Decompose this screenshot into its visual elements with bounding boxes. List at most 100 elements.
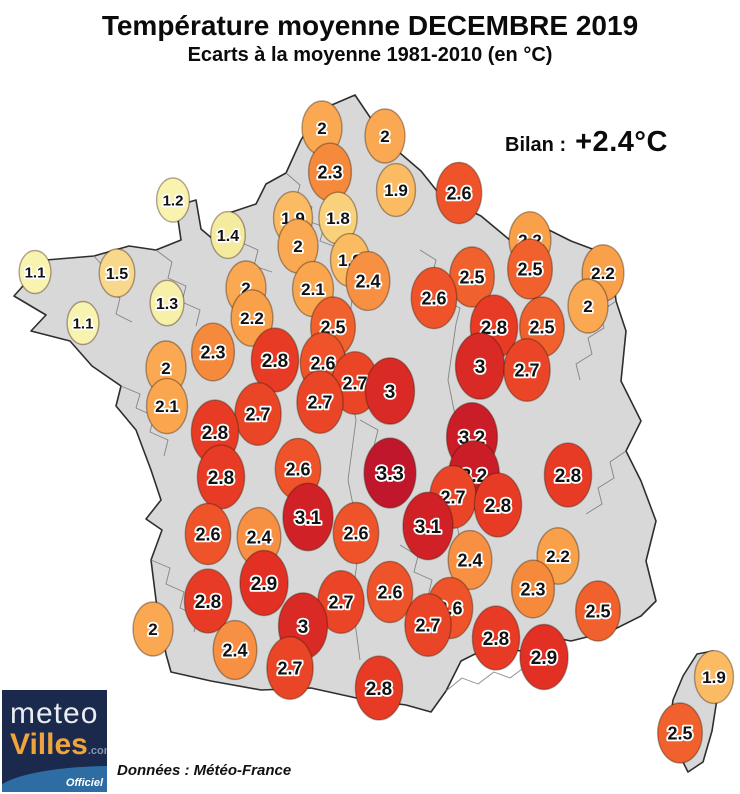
bubble-ellipse xyxy=(332,501,380,565)
bubble-value: 1.9 xyxy=(702,668,726,687)
department-border xyxy=(585,450,627,515)
temperature-bubble: 3.3 xyxy=(363,437,417,509)
bubble-ellipse xyxy=(567,278,609,334)
temperature-bubble: 3 xyxy=(454,332,506,400)
bubble-ellipse xyxy=(145,377,189,435)
temperature-bubble: 1.5 xyxy=(98,248,136,298)
temperature-bubble: 1.1 xyxy=(18,249,52,295)
bilan-value: +2.4°C xyxy=(575,126,668,158)
bubble-value: 2 xyxy=(317,119,326,138)
bubble-value: 2.7 xyxy=(307,392,332,412)
temperature-bubble: 2 xyxy=(301,100,343,156)
bubble-value: 2.6 xyxy=(377,582,402,602)
bubble-ellipse xyxy=(209,210,246,260)
bubble-value: 2.9 xyxy=(251,574,277,595)
bubble-ellipse xyxy=(503,338,551,403)
temperature-bubble: 2 xyxy=(567,278,609,334)
bubble-value: 2 xyxy=(583,297,592,316)
bubble-ellipse xyxy=(190,322,236,382)
bubble-value: 2.3 xyxy=(520,579,545,599)
bubble-value: 2.1 xyxy=(301,280,325,299)
bubble-ellipse xyxy=(543,442,593,508)
temperature-bubble: 2.4 xyxy=(447,529,493,591)
bubble-ellipse xyxy=(230,289,274,347)
temperature-bubble: 2.8 xyxy=(354,655,404,721)
bubble-value: 2.8 xyxy=(555,466,581,487)
bubble-value: 1.1 xyxy=(73,315,94,332)
bubble-value: 3.1 xyxy=(295,508,322,529)
temperature-bubble: 2.6 xyxy=(435,161,483,225)
temperature-bubble: 2.4 xyxy=(345,250,391,312)
temperature-bubble: 2.9 xyxy=(239,549,289,617)
temperature-bubble: 3.1 xyxy=(282,482,334,552)
temperature-bubble: 2 xyxy=(132,601,174,657)
bubble-value: 2.4 xyxy=(222,640,247,660)
bubble-ellipse xyxy=(364,357,416,425)
national-summary: Bilan : +2.4°C xyxy=(505,126,668,159)
bubble-value: 2.6 xyxy=(310,353,335,373)
bubble-value: 3 xyxy=(385,382,396,403)
bubble-value: 2.6 xyxy=(285,459,310,479)
bubble-value: 3 xyxy=(298,617,309,638)
bubble-ellipse xyxy=(183,568,233,634)
bubble-ellipse xyxy=(575,580,622,642)
temperature-bubble: 1.9 xyxy=(375,162,417,218)
temperature-bubble: 2.8 xyxy=(473,472,523,538)
temperature-bubble: 1.9 xyxy=(693,649,735,705)
temperature-bubble: 2.6 xyxy=(366,560,414,624)
bubble-ellipse xyxy=(132,601,174,657)
bubble-ellipse xyxy=(239,549,289,617)
meteo-villes-logo: meteo Villes.com Officiel xyxy=(2,690,107,792)
bubble-ellipse xyxy=(410,266,458,330)
bubble-ellipse xyxy=(212,619,258,681)
bubble-value: 2 xyxy=(148,620,157,639)
bubble-value: 2.7 xyxy=(514,360,539,380)
bubble-value: 2.8 xyxy=(366,679,392,700)
bubble-value: 2.6 xyxy=(446,183,471,203)
temperature-bubble: 2.3 xyxy=(190,322,236,382)
temperature-bubble: 2.4 xyxy=(212,619,258,681)
bubble-ellipse xyxy=(66,300,100,346)
bubble-value: 2.7 xyxy=(415,615,440,635)
bubble-value: 2.9 xyxy=(531,648,557,669)
data-source-note: Données : Météo-France xyxy=(117,762,292,779)
bubble-value: 2.8 xyxy=(485,496,511,517)
temperature-bubble: 2.3 xyxy=(307,142,353,202)
department-border xyxy=(445,665,527,692)
bubble-value: 2.8 xyxy=(195,592,221,613)
bubble-value: 2.7 xyxy=(245,404,270,424)
bubble-value: 2.7 xyxy=(277,658,302,678)
bubble-ellipse xyxy=(507,238,554,300)
temperature-bubble: 2.5 xyxy=(507,238,554,300)
temperature-bubble: 2.7 xyxy=(296,370,344,435)
bubble-ellipse xyxy=(471,605,521,671)
bubble-value: 1.9 xyxy=(384,181,408,200)
bubble-value: 2.8 xyxy=(202,423,228,444)
temperature-bubble: 2.3 xyxy=(510,559,556,619)
bubble-value: 2.5 xyxy=(517,259,542,279)
bubble-value: 2.7 xyxy=(328,592,353,612)
bubble-value: 2.7 xyxy=(342,373,367,393)
bubble-value: 2.4 xyxy=(355,271,380,291)
temperature-bubble: 2.2 xyxy=(230,289,274,347)
bubble-ellipse xyxy=(296,370,344,435)
bubble-value: 1.3 xyxy=(156,296,178,313)
temperature-bubble: 2.5 xyxy=(657,702,704,764)
bubble-value: 2.4 xyxy=(457,550,482,570)
bubble-ellipse xyxy=(435,161,483,225)
temperature-bubble: 2.8 xyxy=(196,444,246,510)
bubble-ellipse xyxy=(447,529,493,591)
temperature-bubble: 2.8 xyxy=(543,442,593,508)
bubble-ellipse xyxy=(366,560,414,624)
bubble-ellipse xyxy=(364,108,406,164)
logo-officiel-badge: Officiel xyxy=(65,777,103,789)
bubble-value: 1.8 xyxy=(326,209,350,228)
bubble-ellipse xyxy=(693,649,735,705)
bubble-ellipse xyxy=(250,327,300,393)
bubble-value: 2.6 xyxy=(421,288,446,308)
logo-meteo-text: meteo xyxy=(10,697,99,730)
temperature-bubble: 2.7 xyxy=(331,351,379,416)
temperature-bubble: 2.6 xyxy=(332,501,380,565)
bubble-value: 2.5 xyxy=(585,601,610,621)
temperature-bubble: 2.6 xyxy=(184,502,232,566)
